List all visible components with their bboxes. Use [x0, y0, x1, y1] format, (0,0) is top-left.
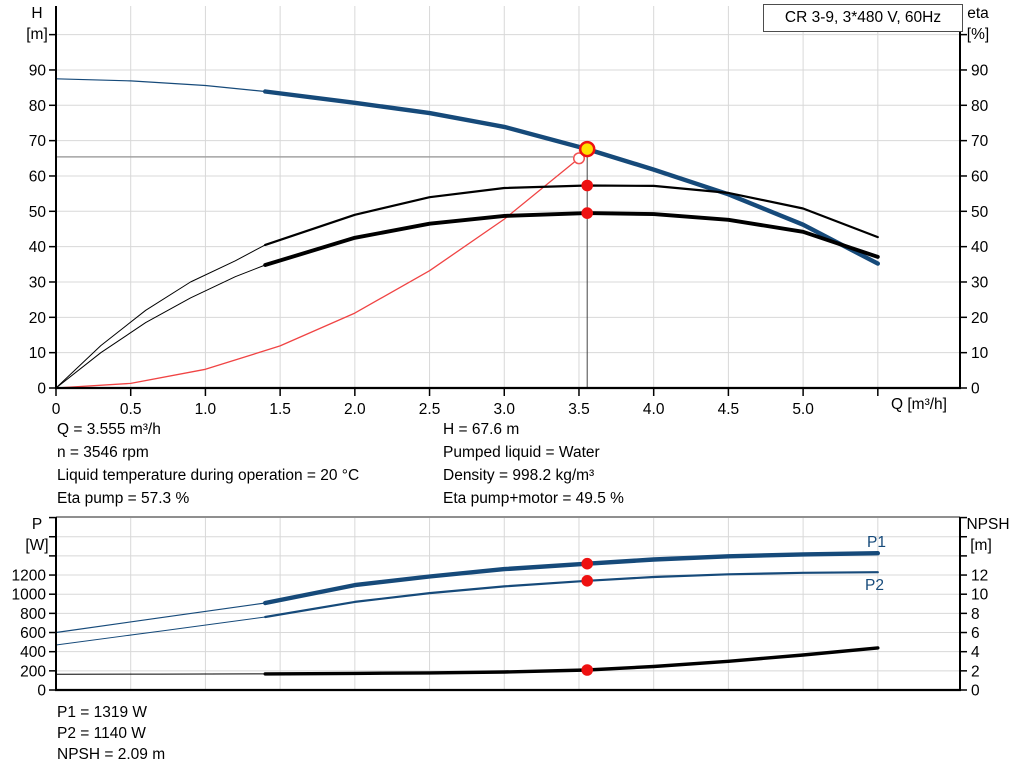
axes: 0 10 20 30 40 50 60 70 80 90 0 10 20 30 40 50 60 70 80 90 0 0… [29, 6, 989, 418]
svg-text:0: 0 [971, 381, 980, 398]
svg-text:10: 10 [971, 587, 989, 604]
svg-text:5.0: 5.0 [792, 401, 814, 418]
info-speed: n = 3546 rpm [57, 444, 149, 461]
svg-text:1.0: 1.0 [195, 401, 217, 418]
eta-pump-motor-at-duty-marker [581, 207, 593, 219]
duty-point-markers [572, 140, 596, 219]
flow-axis-title: Q [m³/h] [891, 396, 947, 413]
eta-axis-title: eta [967, 5, 989, 22]
svg-text:60: 60 [971, 168, 989, 185]
svg-text:30: 30 [29, 274, 47, 291]
requested-duty-point-marker [572, 152, 586, 165]
power-axis-unit: [W] [25, 537, 49, 554]
svg-text:1.5: 1.5 [269, 401, 291, 418]
npsh-at-duty-marker [581, 664, 593, 676]
p1-curve-label: P1 [867, 534, 886, 551]
operating-point-marker [578, 140, 596, 158]
head-axis-unit: [m] [26, 26, 48, 43]
pump-model-badge: CR 3-9, 3*480 V, 60Hz [763, 4, 963, 32]
info-eta-pump: Eta pump = 57.3 % [57, 490, 190, 507]
svg-text:0: 0 [37, 683, 46, 700]
head-axis-title: H [31, 5, 43, 22]
svg-text:3.0: 3.0 [493, 401, 515, 418]
svg-text:10: 10 [971, 345, 989, 362]
info-p2: P2 = 1140 W [57, 725, 146, 742]
duty-info-bottom: P1 = 1319 W P2 = 1140 W NPSH = 2.09 m [57, 702, 165, 765]
gridlines [56, 516, 960, 690]
svg-text:90: 90 [29, 62, 47, 79]
axes: 0 200 400 600 800 1000 1200 0 2 4 6 8 10 12 [12, 516, 989, 700]
series-p2-power-curve-lead [55, 616, 266, 646]
svg-text:4: 4 [971, 644, 980, 661]
info-flow: Q = 3.555 m³/h [57, 421, 161, 438]
info-head: H = 67.6 m [443, 421, 520, 438]
series-p1-power-curve-lead [55, 602, 266, 634]
npsh-axis-unit: [m] [970, 537, 992, 554]
svg-text:80: 80 [29, 98, 47, 115]
svg-text:2: 2 [971, 663, 980, 680]
svg-text:2.5: 2.5 [419, 401, 441, 418]
head-eta-chart: 0 10 20 30 40 50 60 70 80 90 0 10 20 30 40 50 60 70 80 90 0 0… [29, 6, 989, 418]
info-eta-motor: Eta pump+motor = 49.5 % [443, 490, 624, 507]
power-npsh-chart: 0 200 400 600 800 1000 1200 0 2 4 6 8 10 12 [12, 516, 989, 700]
series-pump-curve-h-q-lead [55, 78, 266, 93]
p1-at-duty-marker [581, 557, 593, 570]
duty-info-left: Q = 3.555 m³/h n = 3546 rpm Liquid tempe… [57, 418, 359, 510]
svg-text:600: 600 [20, 625, 46, 642]
series-p1-power-curve [263, 551, 880, 606]
svg-text:70: 70 [29, 133, 47, 150]
svg-text:0: 0 [971, 683, 980, 700]
svg-text:2.0: 2.0 [344, 401, 366, 418]
svg-text:0.5: 0.5 [120, 401, 142, 418]
npsh-axis-title: NPSH [966, 516, 1010, 533]
svg-text:30: 30 [971, 274, 989, 291]
svg-text:50: 50 [971, 204, 989, 221]
info-density: Density = 998.2 kg/m³ [443, 467, 595, 484]
svg-text:4.0: 4.0 [643, 401, 665, 418]
eta-axis-unit: [%] [966, 26, 990, 43]
svg-text:20: 20 [971, 310, 989, 327]
svg-text:12: 12 [971, 568, 988, 585]
svg-text:200: 200 [20, 663, 46, 680]
svg-text:90: 90 [971, 62, 989, 79]
eta-pump-at-duty-marker [581, 179, 593, 192]
duty-info-right: H = 67.6 m Pumped liquid = Water Density… [443, 418, 624, 510]
p2-curve-label: P2 [865, 577, 884, 594]
svg-text:50: 50 [29, 204, 47, 221]
duty-point-markers [581, 557, 593, 676]
svg-text:60: 60 [29, 168, 47, 185]
gridlines [56, 6, 960, 388]
svg-text:70: 70 [971, 133, 989, 150]
svg-text:20: 20 [29, 310, 47, 327]
svg-text:80: 80 [971, 98, 989, 115]
series-system-curve [55, 148, 588, 389]
series-eta-pump-plus-motor [263, 211, 880, 267]
svg-text:10: 10 [29, 345, 47, 362]
info-pumped-liquid: Pumped liquid = Water [443, 444, 600, 461]
svg-text:0: 0 [37, 381, 46, 398]
svg-text:40: 40 [29, 239, 47, 256]
svg-text:40: 40 [971, 239, 989, 256]
svg-text:1000: 1000 [12, 587, 47, 604]
svg-text:400: 400 [20, 644, 46, 661]
p2-at-duty-marker [581, 575, 593, 587]
info-p1: P1 = 1319 W [57, 704, 148, 721]
svg-text:4.5: 4.5 [718, 401, 740, 418]
info-liquid-temp: Liquid temperature during operation = 20… [57, 467, 360, 484]
svg-text:6: 6 [971, 625, 980, 642]
series-eta-pump-plus-motor-lead [55, 264, 266, 389]
svg-text:800: 800 [20, 606, 46, 623]
series-eta-pump-lead [55, 244, 266, 389]
svg-text:0: 0 [52, 401, 61, 418]
svg-text:8: 8 [971, 606, 980, 623]
svg-text:1200: 1200 [12, 568, 47, 585]
power-axis-title: P [31, 516, 43, 533]
info-npsh: NPSH = 2.09 m [57, 746, 166, 763]
svg-text:3.5: 3.5 [568, 401, 590, 418]
